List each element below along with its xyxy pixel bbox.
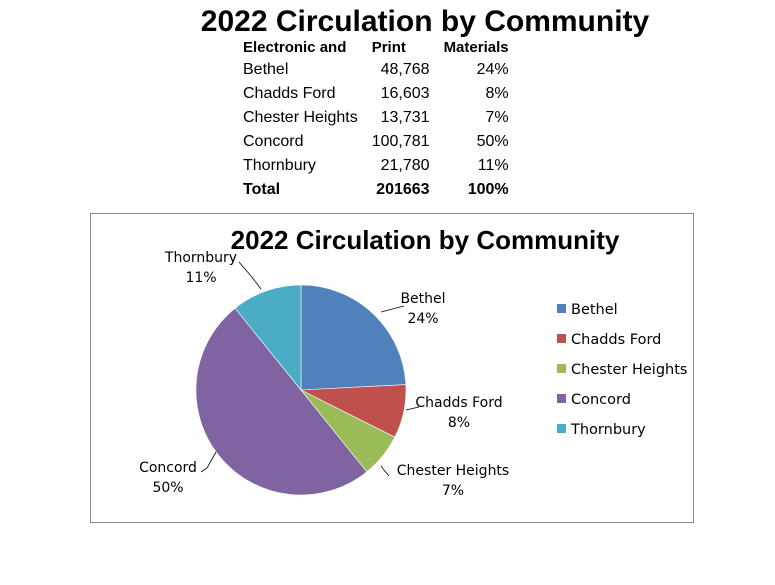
percent-cell: 7%: [485, 109, 509, 126]
community-cell: Thornbury: [243, 157, 316, 174]
percent-cell: 8%: [485, 85, 509, 102]
legend-swatch: [557, 424, 566, 433]
print-cell: 13,731: [380, 109, 430, 126]
table-row: Chester Heights 13,731 7%: [236, 106, 516, 130]
table-row: Chadds Ford 16,603 8%: [236, 82, 516, 106]
leader-line: [405, 406, 420, 411]
leader-line: [238, 261, 262, 290]
table-row: Concord 100,781 50%: [236, 130, 516, 154]
community-cell: Chester Heights: [243, 109, 358, 126]
community-cell: Bethel: [243, 61, 289, 78]
legend-label: Chester Heights: [571, 362, 687, 378]
pie-slice-bethel: [300, 284, 407, 391]
community-cell: Concord: [243, 133, 304, 150]
percent-cell: 50%: [476, 133, 509, 150]
header-materials: Materials: [443, 38, 509, 56]
total-label: Total: [243, 181, 281, 198]
print-cell: 48,768: [380, 61, 430, 78]
table-row: Bethel 48,768 24%: [236, 58, 516, 82]
slice-label-percent: 24%: [407, 311, 438, 327]
print-cell: 16,603: [380, 85, 430, 102]
legend-label: Chadds Ford: [571, 332, 661, 348]
slice-label-name: Thornbury: [164, 250, 237, 266]
circulation-table: Electronic and Print Materials Bethel 48…: [236, 36, 516, 202]
slice-label-name: Bethel: [400, 291, 445, 307]
header-print: Print: [371, 38, 406, 56]
legend-label: Concord: [571, 392, 631, 408]
leader-line: [380, 305, 405, 313]
slice-label-name: Chadds Ford: [415, 395, 502, 411]
legend-label: Bethel: [571, 302, 618, 318]
legend-swatch: [557, 304, 566, 313]
slice-label-percent: 50%: [152, 480, 183, 496]
leader-line: [380, 465, 390, 477]
print-cell: 100,781: [371, 133, 430, 150]
table-header-row: Electronic and Print Materials: [236, 36, 516, 58]
chart-title: 2022 Circulation by Community: [231, 225, 620, 255]
legend-swatch: [557, 334, 566, 343]
print-cell: 21,780: [380, 157, 430, 174]
header-electronic-and: Electronic and: [243, 38, 347, 56]
percent-cell: 24%: [476, 61, 509, 78]
slice-label-percent: 11%: [185, 270, 216, 286]
legend-swatch: [557, 394, 566, 403]
total-percent: 100%: [467, 181, 509, 198]
page-title: 2022 Circulation by Community: [200, 5, 650, 38]
table-row: Thornbury 21,780 11%: [236, 154, 516, 178]
total-print: 201663: [376, 181, 430, 198]
community-cell: Chadds Ford: [243, 85, 336, 102]
leader-line: [200, 451, 217, 473]
pie-chart: 2022 Circulation by Community Bethel 24% C…: [139, 225, 687, 499]
slice-label-percent: 7%: [442, 483, 464, 499]
pie-chart-area: 2022 Circulation by Community Bethel 24% C…: [90, 213, 694, 523]
total-row: Total 201663 100%: [236, 178, 516, 202]
legend-label: Thornbury: [570, 422, 646, 438]
pie-slice-thornbury: [234, 284, 302, 391]
slice-label-name: Concord: [139, 460, 197, 476]
legend-swatch: [557, 364, 566, 373]
slice-label-name: Chester Heights: [397, 463, 509, 479]
percent-cell: 11%: [477, 157, 509, 174]
slice-label-percent: 8%: [448, 415, 470, 431]
pie-slice-concord: [195, 307, 368, 496]
